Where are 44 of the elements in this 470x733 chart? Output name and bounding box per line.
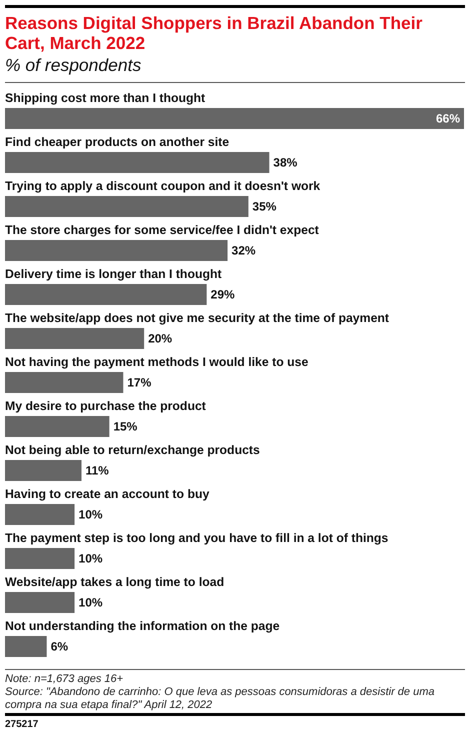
data-label: 32% [232, 244, 256, 258]
data-label: 35% [252, 200, 277, 214]
y-tick-label: The payment step is too long and you have to fill in a lot of things [5, 531, 388, 545]
y-tick-label: Having to create an account to buy [5, 487, 210, 501]
y-tick-label: My desire to purchase the product [5, 399, 206, 413]
text: Note: n=1,673 ages 16+ [5, 673, 124, 685]
y-tick-label: The store charges for some service/fee I didn't expect [5, 223, 319, 237]
data-label: 10% [78, 596, 103, 610]
data-label: 38% [273, 156, 298, 170]
bar [5, 328, 144, 349]
text: 275217 [5, 719, 39, 730]
y-tick-label: Website/app takes a long time to load [5, 575, 224, 589]
bar [5, 548, 75, 569]
data-label: 6% [50, 640, 68, 654]
bar [5, 108, 464, 129]
y-tick-label: Delivery time is longer than I thought [5, 267, 222, 281]
y-tick-label: Not having the payment methods I would like to use [5, 355, 309, 369]
y-tick-label: The website/app does not give me security at the time of payment [5, 311, 390, 325]
bar [5, 240, 228, 261]
bar [5, 636, 47, 657]
y-tick-label: Not being able to return/exchange products [5, 443, 260, 457]
data-label: 10% [78, 508, 103, 522]
source-note: Source: "Abandono de carrinho: O que leva as pessoas consumidoras a desistir de uma compra na sua etapa final?" April 12, 2022 [5, 686, 434, 711]
y-tick-label: Not understanding the information on the page [5, 619, 280, 633]
bar [5, 284, 207, 305]
bar [5, 504, 75, 525]
data-label: 11% [86, 464, 110, 478]
data-label: 10% [78, 552, 103, 566]
data-label: 17% [127, 376, 152, 390]
bar [5, 592, 75, 613]
data-label: 66% [436, 112, 460, 126]
data-label: 15% [113, 420, 138, 434]
y-tick-label: Find cheaper products on another site [5, 135, 230, 149]
bar [5, 416, 110, 437]
bar [5, 152, 270, 173]
bar [5, 372, 124, 393]
data-label: 29% [210, 288, 236, 302]
y-tick-label: Shipping cost more than I thought [5, 91, 206, 105]
bar [5, 460, 82, 481]
bar [5, 196, 248, 217]
data-label: 20% [148, 332, 172, 346]
chart-subtitle: % of respondents [5, 55, 142, 75]
chart-title: Reasons Digital Shoppers in Brazil Abandon Their Cart, March 2022 [5, 13, 423, 53]
y-tick-label: Trying to apply a discount coupon and it doesn't work [5, 179, 320, 193]
